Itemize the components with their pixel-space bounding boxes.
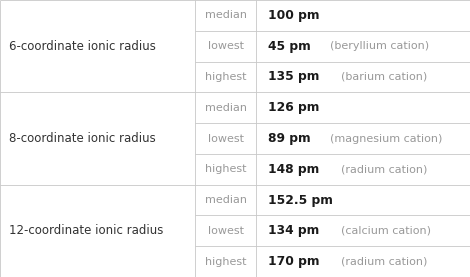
Text: lowest: lowest bbox=[208, 226, 243, 236]
Text: 45 pm: 45 pm bbox=[268, 40, 311, 53]
Text: highest: highest bbox=[205, 72, 246, 82]
Text: (calcium cation): (calcium cation) bbox=[341, 226, 431, 236]
Text: 170 pm: 170 pm bbox=[268, 255, 320, 268]
Text: 126 pm: 126 pm bbox=[268, 101, 319, 114]
Text: (beryllium cation): (beryllium cation) bbox=[330, 41, 429, 51]
Text: 6-coordinate ionic radius: 6-coordinate ionic radius bbox=[9, 40, 156, 53]
Text: median: median bbox=[204, 103, 247, 113]
Text: (barium cation): (barium cation) bbox=[341, 72, 428, 82]
Text: 135 pm: 135 pm bbox=[268, 70, 319, 83]
Text: (magnesium cation): (magnesium cation) bbox=[330, 134, 442, 143]
Text: highest: highest bbox=[205, 164, 246, 174]
Text: 12-coordinate ionic radius: 12-coordinate ionic radius bbox=[9, 224, 164, 237]
Text: 89 pm: 89 pm bbox=[268, 132, 311, 145]
Text: 134 pm: 134 pm bbox=[268, 224, 319, 237]
Text: lowest: lowest bbox=[208, 41, 243, 51]
Text: highest: highest bbox=[205, 257, 246, 266]
Text: (radium cation): (radium cation) bbox=[341, 164, 427, 174]
Text: (radium cation): (radium cation) bbox=[341, 257, 428, 266]
Text: 8-coordinate ionic radius: 8-coordinate ionic radius bbox=[9, 132, 156, 145]
Text: lowest: lowest bbox=[208, 134, 243, 143]
Text: 100 pm: 100 pm bbox=[268, 9, 320, 22]
Text: median: median bbox=[204, 195, 247, 205]
Text: 152.5 pm: 152.5 pm bbox=[268, 194, 333, 207]
Text: 148 pm: 148 pm bbox=[268, 163, 319, 176]
Text: median: median bbox=[204, 11, 247, 20]
